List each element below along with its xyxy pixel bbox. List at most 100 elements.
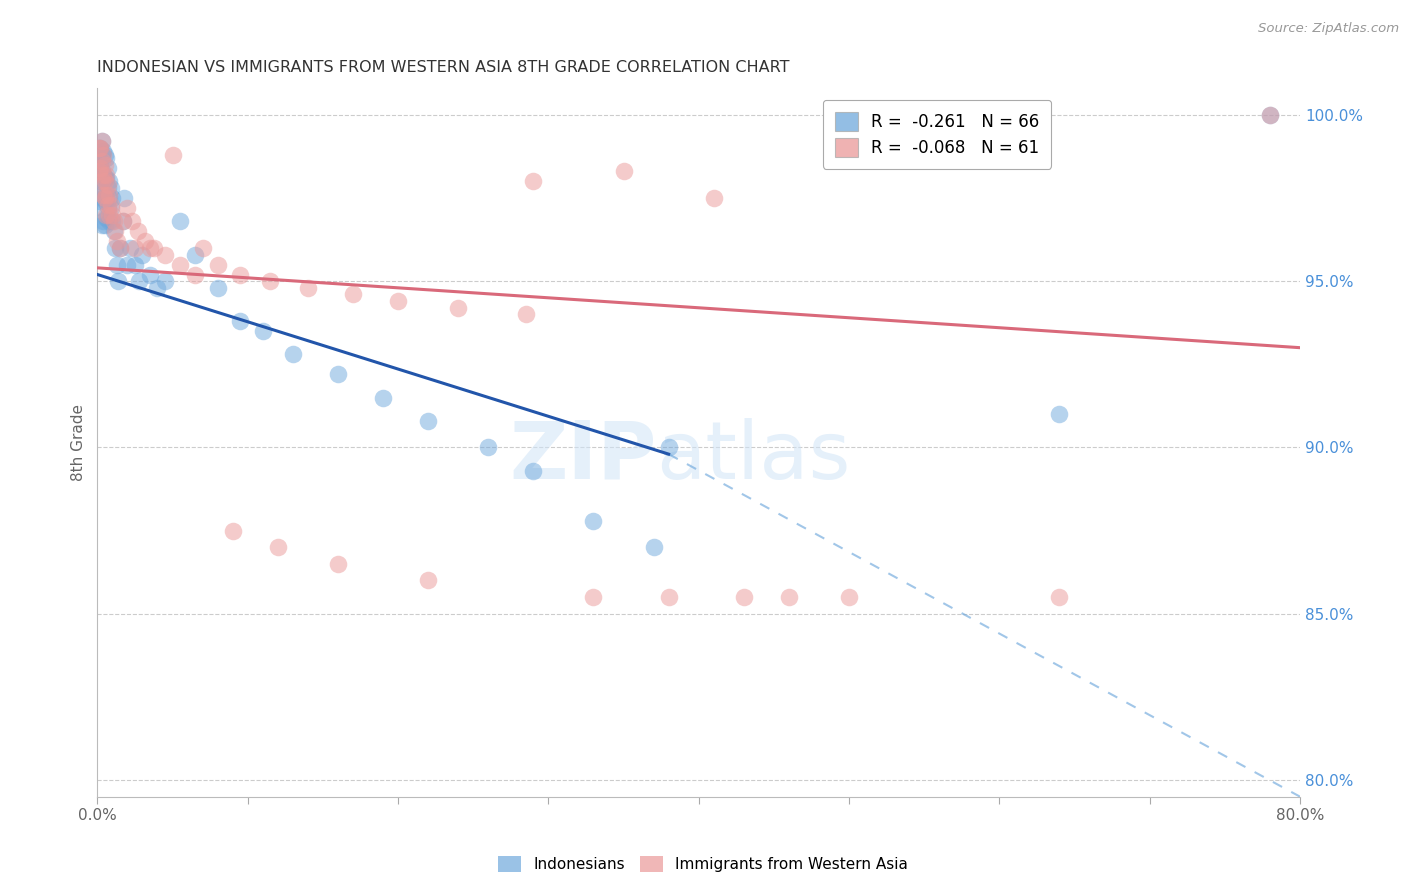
Point: [96, 187, 118, 202]
Point: [139, 241, 162, 255]
Point: [94, 171, 117, 186]
Point: [124, 258, 146, 272]
Point: [93, 187, 115, 202]
Point: [93, 168, 115, 182]
Point: [169, 258, 191, 272]
Point: [143, 241, 166, 255]
Point: [477, 441, 499, 455]
Point: [128, 274, 150, 288]
Point: [778, 590, 800, 604]
Point: [117, 201, 139, 215]
Point: [87, 141, 110, 155]
Point: [342, 287, 364, 301]
Point: [100, 197, 122, 211]
Point: [131, 247, 153, 261]
Point: [259, 274, 281, 288]
Point: [90, 164, 112, 178]
Point: [582, 514, 605, 528]
Point: [221, 524, 243, 538]
Point: [100, 181, 122, 195]
Point: [112, 191, 135, 205]
Point: [90, 185, 112, 199]
Point: [120, 241, 142, 255]
Point: [101, 191, 124, 205]
Text: INDONESIAN VS IMMIGRANTS FROM WESTERN ASIA 8TH GRADE CORRELATION CHART: INDONESIAN VS IMMIGRANTS FROM WESTERN AS…: [97, 60, 790, 75]
Point: [207, 281, 229, 295]
Point: [139, 268, 162, 282]
Point: [838, 590, 860, 604]
Point: [98, 191, 121, 205]
Point: [146, 281, 169, 295]
Point: [90, 135, 112, 149]
Point: [101, 214, 124, 228]
Point: [97, 178, 120, 192]
Point: [252, 324, 274, 338]
Point: [93, 168, 115, 182]
Point: [371, 391, 394, 405]
Point: [267, 540, 290, 554]
Point: [658, 590, 681, 604]
Point: [134, 234, 156, 248]
Point: [87, 161, 110, 175]
Point: [87, 181, 110, 195]
Y-axis label: 8th Grade: 8th Grade: [72, 404, 86, 481]
Point: [96, 168, 118, 182]
Point: [93, 191, 115, 205]
Point: [89, 161, 111, 175]
Point: [281, 347, 304, 361]
Point: [90, 218, 112, 232]
Point: [108, 241, 131, 255]
Point: [98, 174, 121, 188]
Point: [100, 201, 122, 215]
Point: [658, 441, 681, 455]
Point: [89, 194, 111, 209]
Point: [90, 148, 112, 162]
Point: [97, 201, 120, 215]
Point: [733, 590, 755, 604]
Point: [97, 197, 120, 211]
Point: [326, 557, 349, 571]
Point: [153, 247, 176, 261]
Point: [90, 174, 112, 188]
Point: [111, 214, 134, 228]
Point: [90, 154, 112, 169]
Point: [229, 314, 252, 328]
Point: [447, 301, 470, 315]
Point: [87, 141, 110, 155]
Point: [522, 174, 544, 188]
Point: [643, 540, 665, 554]
Point: [522, 464, 544, 478]
Point: [94, 191, 117, 205]
Point: [105, 234, 128, 248]
Point: [94, 194, 117, 209]
Point: [127, 224, 149, 238]
Point: [612, 164, 634, 178]
Point: [1258, 108, 1281, 122]
Point: [87, 164, 110, 178]
Point: [89, 158, 111, 172]
Point: [98, 214, 121, 228]
Point: [191, 241, 214, 255]
Point: [326, 368, 349, 382]
Point: [515, 307, 537, 321]
Point: [96, 171, 118, 186]
Point: [93, 145, 115, 159]
Point: [207, 258, 229, 272]
Point: [105, 258, 128, 272]
Point: [94, 174, 117, 188]
Point: [153, 274, 176, 288]
Point: [96, 208, 118, 222]
Point: [1049, 407, 1071, 421]
Point: [1049, 590, 1071, 604]
Point: [96, 191, 118, 205]
Point: [117, 258, 139, 272]
Text: Source: ZipAtlas.com: Source: ZipAtlas.com: [1258, 22, 1399, 36]
Point: [98, 208, 121, 222]
Point: [94, 218, 117, 232]
Point: [97, 161, 120, 175]
Point: [111, 214, 134, 228]
Point: [184, 247, 207, 261]
Point: [107, 274, 129, 288]
Point: [96, 211, 118, 225]
Point: [703, 191, 725, 205]
